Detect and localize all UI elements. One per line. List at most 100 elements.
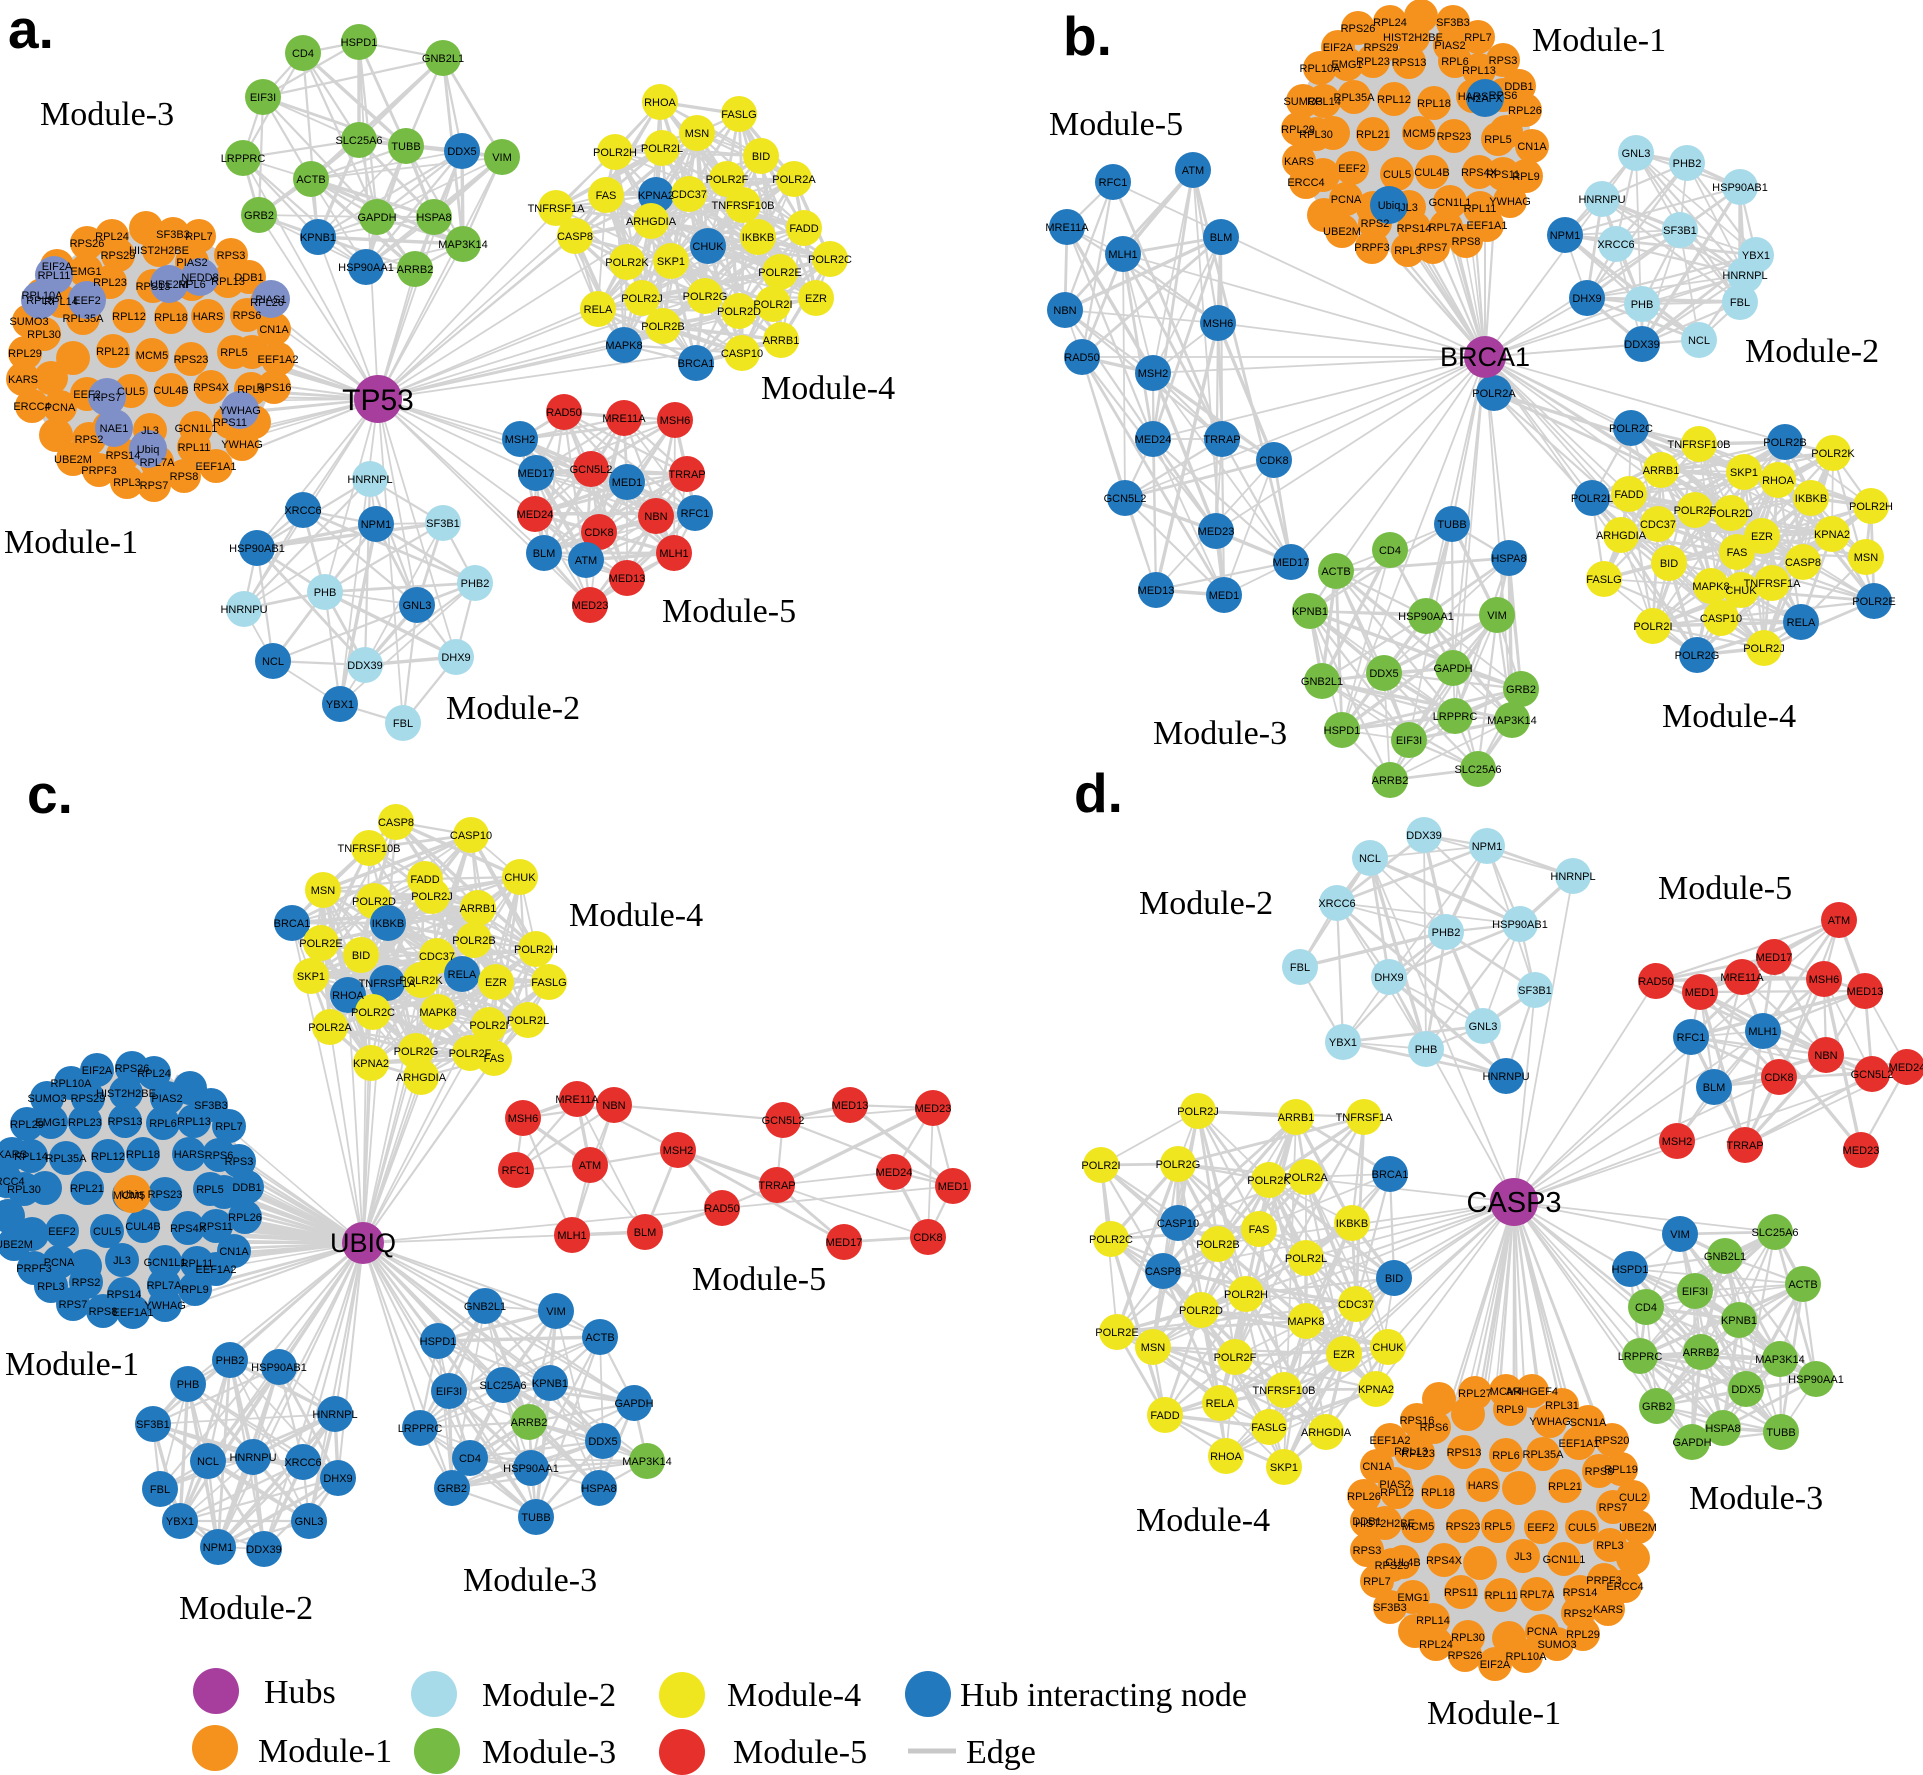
svg-text:FBL: FBL: [150, 1484, 170, 1496]
svg-text:GCN5L2: GCN5L2: [1851, 1069, 1894, 1081]
svg-text:CHUK: CHUK: [504, 872, 536, 884]
svg-text:PHB2: PHB2: [216, 1355, 245, 1367]
svg-text:POLR2C: POLR2C: [1609, 423, 1653, 435]
svg-text:Module-4: Module-4: [569, 897, 703, 934]
svg-text:BID: BID: [752, 151, 770, 163]
svg-text:Module-5: Module-5: [733, 1734, 867, 1771]
svg-text:RPS29: RPS29: [101, 250, 136, 262]
svg-text:CDC37: CDC37: [419, 951, 455, 963]
svg-text:RPL35A: RPL35A: [46, 1153, 88, 1165]
svg-text:NPM1: NPM1: [361, 519, 392, 531]
svg-text:CN1A: CN1A: [1517, 141, 1547, 153]
svg-text:RPS14: RPS14: [106, 450, 141, 462]
svg-text:EEF1A2: EEF1A2: [1370, 1435, 1411, 1447]
svg-text:RPS7: RPS7: [59, 1299, 88, 1311]
svg-text:HIST2H2BE: HIST2H2BE: [1355, 1518, 1415, 1530]
svg-text:RPL24: RPL24: [95, 231, 129, 243]
svg-text:RPS6: RPS6: [205, 1150, 234, 1162]
svg-text:HIST2H2BE: HIST2H2BE: [96, 1088, 156, 1100]
svg-text:RPL23: RPL23: [68, 1117, 102, 1129]
svg-text:MAP3K14: MAP3K14: [438, 239, 488, 251]
svg-text:RPS11: RPS11: [199, 1221, 233, 1233]
svg-text:GAPDH: GAPDH: [1672, 1437, 1711, 1449]
svg-text:POLR2F: POLR2F: [1674, 505, 1717, 517]
svg-text:TUBB: TUBB: [1437, 519, 1466, 531]
svg-text:EMG1: EMG1: [35, 1117, 66, 1129]
svg-text:MRE11A: MRE11A: [555, 1094, 599, 1106]
svg-text:GRB2: GRB2: [244, 210, 274, 222]
svg-text:POLR2L: POLR2L: [641, 143, 683, 155]
svg-text:MSN: MSN: [311, 885, 336, 897]
svg-text:MED23: MED23: [1198, 526, 1235, 538]
svg-text:RPL7: RPL7: [185, 231, 213, 243]
svg-text:EZR: EZR: [485, 977, 507, 989]
svg-text:EIF2A: EIF2A: [1480, 1659, 1511, 1671]
svg-text:PIAS2: PIAS2: [1379, 1479, 1410, 1491]
svg-text:CASP8: CASP8: [378, 817, 414, 829]
svg-text:c.: c.: [27, 763, 73, 825]
svg-text:RPL7: RPL7: [1363, 1576, 1391, 1588]
svg-text:POLR2D: POLR2D: [717, 306, 761, 318]
svg-text:RPL31: RPL31: [1545, 1400, 1579, 1412]
svg-text:KARS: KARS: [1593, 1604, 1623, 1616]
svg-text:HNRNPL: HNRNPL: [347, 474, 392, 486]
svg-text:RPL29: RPL29: [10, 1119, 44, 1131]
svg-text:RPL35A: RPL35A: [1334, 92, 1376, 104]
svg-text:MRE11A: MRE11A: [602, 413, 646, 425]
svg-text:ARRB2: ARRB2: [1372, 775, 1409, 787]
svg-text:MCM5: MCM5: [113, 1190, 145, 1202]
svg-text:HSPD1: HSPD1: [1612, 1264, 1649, 1276]
svg-text:HARS: HARS: [1458, 91, 1489, 103]
svg-text:FASLG: FASLG: [531, 977, 566, 989]
svg-text:HNRNPU: HNRNPU: [229, 1452, 276, 1464]
svg-text:RPL21: RPL21: [1548, 1481, 1582, 1493]
svg-text:TNFRSF10B: TNFRSF10B: [338, 843, 401, 855]
svg-text:MAPK8: MAPK8: [419, 1007, 456, 1019]
svg-text:TNFRSF1A: TNFRSF1A: [1744, 578, 1802, 590]
svg-text:CDK8: CDK8: [1259, 455, 1288, 467]
svg-text:TNFRSF1A: TNFRSF1A: [1336, 1112, 1394, 1124]
svg-text:RPL3: RPL3: [1394, 245, 1422, 257]
svg-text:RPL19: RPL19: [1604, 1464, 1638, 1476]
svg-text:GCN5L2: GCN5L2: [1104, 493, 1147, 505]
svg-text:RPL12: RPL12: [1377, 94, 1411, 106]
svg-text:RPS6: RPS6: [233, 310, 262, 322]
svg-text:RPL30: RPL30: [7, 1184, 41, 1196]
svg-text:KARS: KARS: [1284, 156, 1314, 168]
svg-text:NPM1: NPM1: [203, 1542, 234, 1554]
svg-text:SF3B3: SF3B3: [156, 229, 190, 241]
svg-text:IKBKB: IKBKB: [1336, 1218, 1368, 1230]
svg-text:BLM: BLM: [533, 548, 556, 560]
svg-text:MCM5: MCM5: [136, 350, 168, 362]
svg-text:PHB: PHB: [314, 587, 337, 599]
svg-text:MLH1: MLH1: [659, 548, 688, 560]
svg-text:MCM5: MCM5: [1403, 128, 1435, 140]
svg-text:POLR2B: POLR2B: [1196, 1239, 1239, 1251]
svg-text:RPL7: RPL7: [1464, 32, 1492, 44]
svg-text:VIM: VIM: [1670, 1229, 1690, 1241]
svg-text:SUMO3: SUMO3: [1537, 1639, 1576, 1651]
svg-text:BRCA1: BRCA1: [1372, 1169, 1409, 1181]
svg-text:LRPPRC: LRPPRC: [398, 1423, 443, 1435]
svg-text:KPNA2: KPNA2: [1358, 1384, 1394, 1396]
svg-text:MED1: MED1: [938, 1181, 969, 1193]
svg-text:RPS7: RPS7: [1419, 242, 1448, 254]
svg-text:POLR2E: POLR2E: [299, 938, 342, 950]
svg-text:EEF1A1: EEF1A1: [1559, 1438, 1600, 1450]
svg-text:EZR: EZR: [1751, 531, 1773, 543]
svg-text:XRCC6: XRCC6: [1318, 898, 1355, 910]
svg-text:a.: a.: [8, 0, 54, 60]
svg-text:YBX1: YBX1: [166, 1516, 194, 1528]
svg-text:RPL23: RPL23: [93, 277, 127, 289]
svg-text:HSP90AA1: HSP90AA1: [1788, 1374, 1844, 1386]
svg-text:EEF2: EEF2: [1527, 1522, 1555, 1534]
svg-text:FADD: FADD: [1614, 489, 1643, 501]
svg-text:POLR2I: POLR2I: [753, 299, 792, 311]
svg-text:SCN1A: SCN1A: [1570, 1417, 1607, 1429]
svg-text:Module-4: Module-4: [727, 1677, 861, 1714]
svg-text:PIAS2: PIAS2: [176, 257, 207, 269]
svg-text:SUMO3: SUMO3: [1283, 96, 1322, 108]
svg-text:PHB2: PHB2: [461, 578, 490, 590]
svg-text:MSH2: MSH2: [663, 1145, 694, 1157]
svg-text:CASP8: CASP8: [557, 231, 593, 243]
